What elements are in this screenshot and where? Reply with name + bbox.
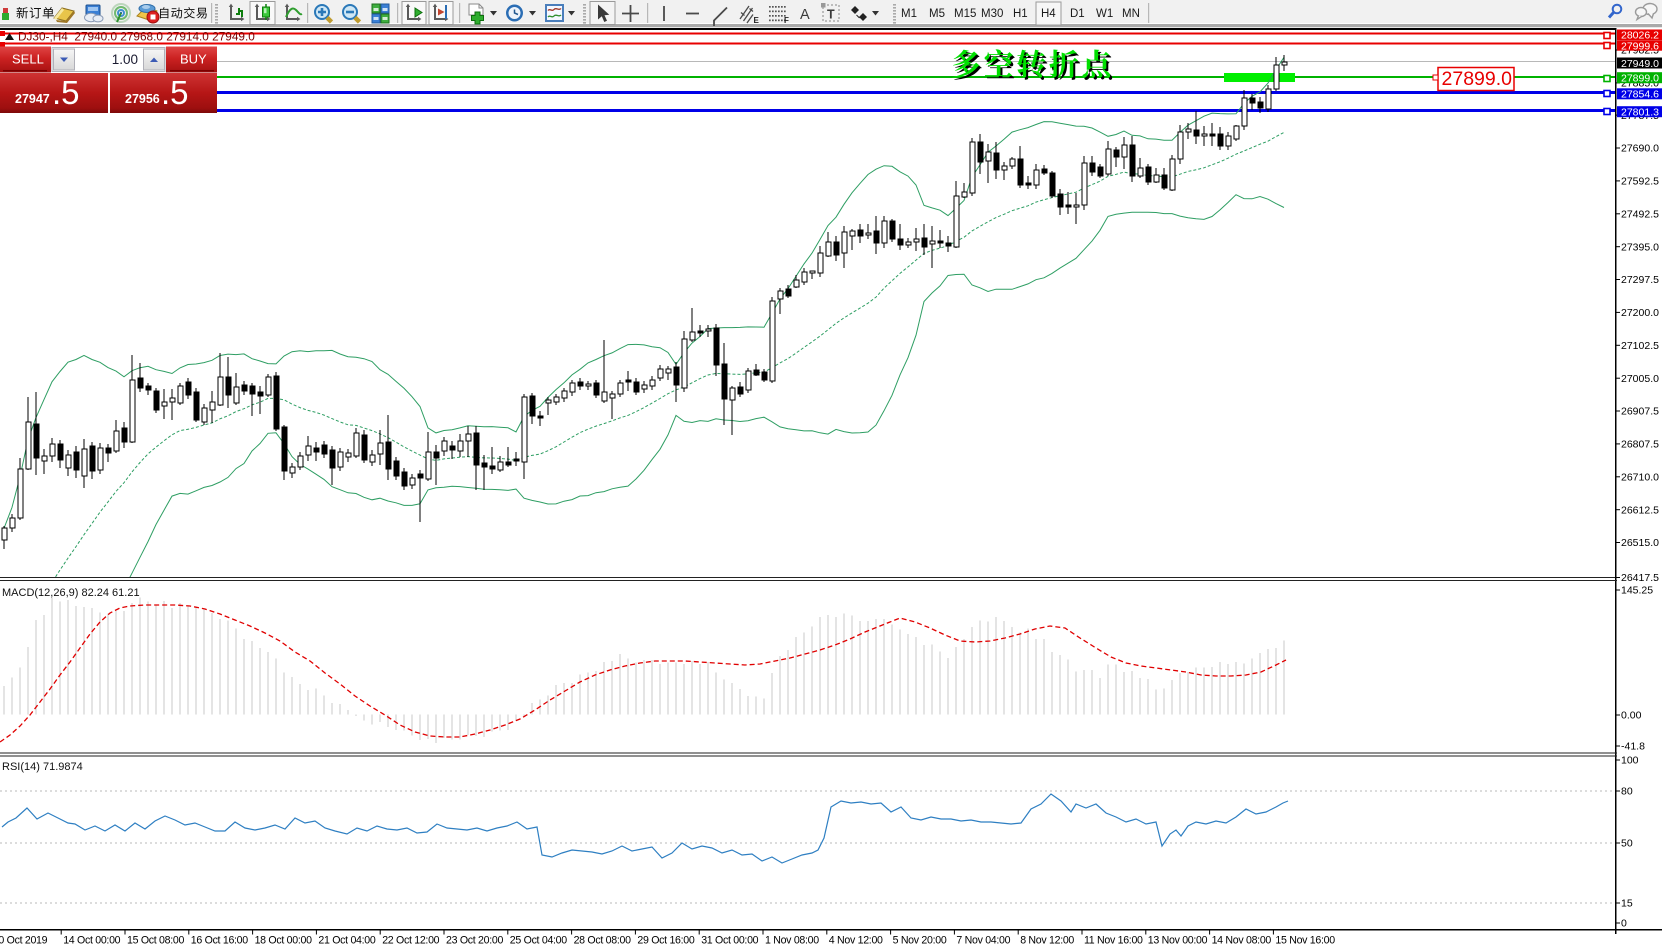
svg-text:18 Oct 00:00: 18 Oct 00:00 [255, 935, 312, 947]
svg-text:BUY: BUY [180, 52, 207, 67]
svg-text:21 Oct 04:00: 21 Oct 04:00 [318, 935, 375, 947]
svg-text:27949.0: 27949.0 [1621, 58, 1659, 70]
svg-text:15: 15 [1621, 898, 1633, 910]
svg-text:29 Oct 16:00: 29 Oct 16:00 [637, 935, 694, 947]
svg-text:27801.3: 27801.3 [1621, 107, 1659, 119]
svg-text:27297.5: 27297.5 [1621, 274, 1659, 286]
svg-text:27947: 27947 [15, 92, 50, 106]
svg-text:27005.0: 27005.0 [1621, 373, 1659, 385]
svg-text:F: F [784, 16, 789, 25]
svg-text:27854.6: 27854.6 [1621, 89, 1659, 101]
svg-text:22 Oct 12:00: 22 Oct 12:00 [382, 935, 439, 947]
svg-text:16 Oct 16:00: 16 Oct 16:00 [191, 935, 248, 947]
svg-text:80: 80 [1621, 786, 1633, 798]
svg-text:15 Nov 16:00: 15 Nov 16:00 [1275, 935, 1335, 947]
svg-text:31 Oct 00:00: 31 Oct 00:00 [701, 935, 758, 947]
svg-text:7 Nov 04:00: 7 Nov 04:00 [956, 935, 1010, 947]
svg-text:.5: .5 [161, 74, 189, 111]
svg-text:.5: .5 [52, 74, 80, 111]
svg-text:W1: W1 [1096, 8, 1113, 20]
svg-text:14 Nov 08:00: 14 Nov 08:00 [1212, 935, 1272, 947]
svg-text:15 Oct 08:00: 15 Oct 08:00 [127, 935, 184, 947]
svg-text:RSI(14) 71.9874: RSI(14) 71.9874 [2, 761, 83, 773]
svg-text:MN: MN [1122, 8, 1140, 20]
svg-text:26907.5: 26907.5 [1621, 406, 1659, 418]
svg-text:27899.0: 27899.0 [1442, 68, 1513, 90]
svg-text:H4: H4 [1041, 8, 1056, 20]
svg-text:100: 100 [1621, 755, 1639, 767]
svg-text:27592.5: 27592.5 [1621, 176, 1659, 188]
svg-text:1 Nov 08:00: 1 Nov 08:00 [765, 935, 819, 947]
svg-text:E: E [754, 16, 760, 25]
svg-text:8 Nov 12:00: 8 Nov 12:00 [1020, 935, 1074, 947]
svg-text:13 Nov 00:00: 13 Nov 00:00 [1148, 935, 1208, 947]
svg-text:27899.0: 27899.0 [1621, 73, 1659, 85]
svg-text:0: 0 [1621, 918, 1627, 930]
svg-text:26515.0: 26515.0 [1621, 537, 1659, 549]
svg-text:4 Nov 12:00: 4 Nov 12:00 [829, 935, 883, 947]
svg-text:27492.5: 27492.5 [1621, 209, 1659, 221]
svg-text:T: T [827, 8, 835, 22]
svg-text:0.00: 0.00 [1621, 710, 1642, 722]
svg-text:5 Nov 20:00: 5 Nov 20:00 [893, 935, 947, 947]
svg-text:DJ30-,H4 27940.0 27968.0 2791: DJ30-,H4 27940.0 27968.0 27914.0 27949.0 [18, 30, 255, 44]
svg-text:26612.5: 26612.5 [1621, 504, 1659, 516]
svg-text:27956: 27956 [125, 92, 160, 106]
svg-text:D1: D1 [1070, 8, 1085, 20]
svg-text:14 Oct 00:00: 14 Oct 00:00 [63, 935, 120, 947]
svg-text:MACD(12,26,9) 82.24 61.21: MACD(12,26,9) 82.24 61.21 [2, 587, 140, 599]
svg-text:M30: M30 [981, 8, 1003, 20]
svg-text:10 Oct 2019: 10 Oct 2019 [0, 935, 48, 947]
svg-text:27395.0: 27395.0 [1621, 241, 1659, 253]
svg-text:26807.5: 26807.5 [1621, 439, 1659, 451]
svg-text:SELL: SELL [12, 52, 44, 67]
svg-text:27999.6: 27999.6 [1621, 40, 1659, 52]
svg-text:-41.8: -41.8 [1621, 741, 1645, 753]
svg-text:11 Nov 16:00: 11 Nov 16:00 [1084, 935, 1143, 947]
svg-text:27690.0: 27690.0 [1621, 143, 1659, 155]
svg-text:M15: M15 [954, 8, 976, 20]
svg-text:M5: M5 [929, 8, 945, 20]
svg-text:28 Oct 08:00: 28 Oct 08:00 [574, 935, 631, 947]
svg-text:M1: M1 [901, 8, 917, 20]
svg-text:28026.2: 28026.2 [1621, 30, 1659, 42]
svg-text:27200.0: 27200.0 [1621, 307, 1659, 319]
svg-text:23 Oct 20:00: 23 Oct 20:00 [446, 935, 503, 947]
svg-text:26710.0: 26710.0 [1621, 472, 1659, 484]
svg-text:50: 50 [1621, 838, 1633, 850]
svg-text:A: A [800, 7, 810, 23]
svg-text:1.00: 1.00 [112, 52, 138, 67]
svg-text:145.25: 145.25 [1621, 585, 1653, 597]
svg-text:26417.5: 26417.5 [1621, 572, 1659, 584]
svg-text:27102.5: 27102.5 [1621, 340, 1659, 352]
svg-text:H1: H1 [1013, 8, 1028, 20]
svg-text:25 Oct 04:00: 25 Oct 04:00 [510, 935, 567, 947]
